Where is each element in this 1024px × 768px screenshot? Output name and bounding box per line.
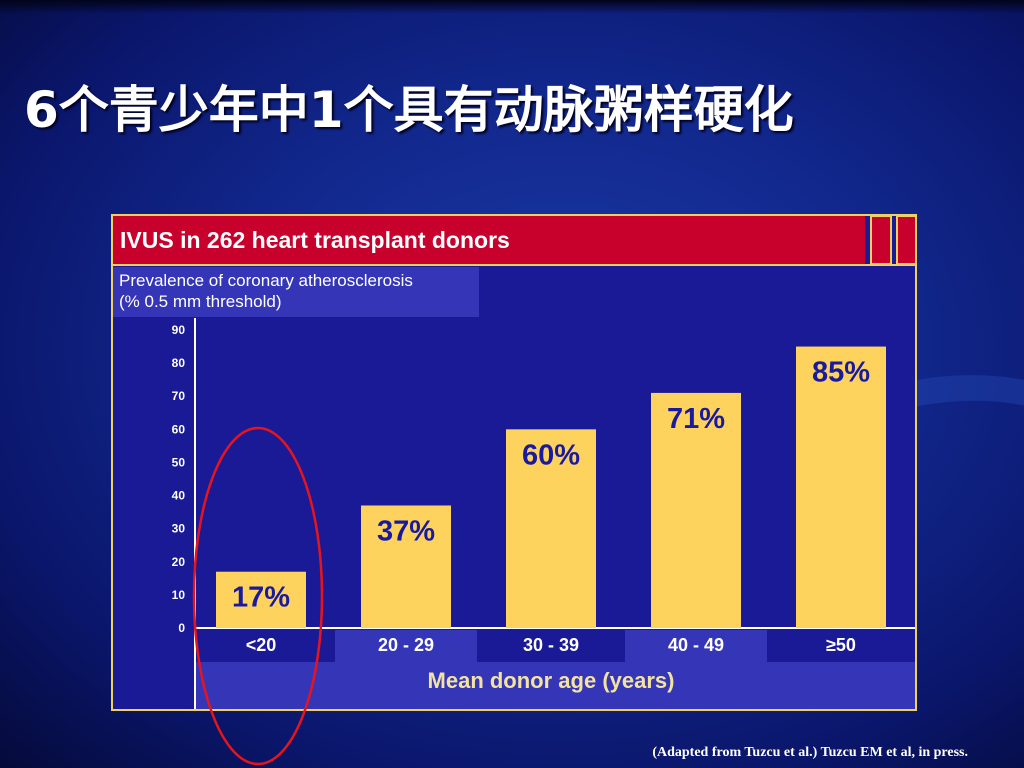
chart-frame: IVUS in 262 heart transplant donors Preva… <box>111 214 917 711</box>
source-caption: (Adapted from Tuzcu et al.) Tuzcu EM et … <box>652 745 968 760</box>
bar <box>651 392 741 628</box>
x-tick-label: 20 - 29 <box>378 635 434 655</box>
bar <box>796 346 886 628</box>
x-tick-label: 40 - 49 <box>668 635 724 655</box>
bar-chart: IVUS in 262 heart transplant donors Preva… <box>113 216 915 709</box>
y-tick-label: 80 <box>172 356 186 370</box>
x-tick-label: <20 <box>246 635 277 655</box>
y-tick-label: 90 <box>172 323 186 337</box>
bar-value-label: 17% <box>232 582 290 614</box>
y-axis-label: (% 0.5 mm threshold) <box>119 292 282 311</box>
y-tick-label: 50 <box>172 455 186 469</box>
y-tick-label: 0 <box>178 621 185 635</box>
x-tick-label: ≥50 <box>826 635 856 655</box>
bar-value-label: 71% <box>667 403 725 435</box>
y-tick-label: 10 <box>172 588 186 602</box>
chart-title: IVUS in 262 heart transplant donors <box>120 227 510 253</box>
banner-stripe <box>870 216 892 265</box>
y-axis-label: Prevalence of coronary atherosclerosis <box>119 271 413 290</box>
y-tick-label: 30 <box>172 522 186 536</box>
banner-stripe <box>896 216 915 265</box>
top-band <box>0 0 1024 14</box>
bar-value-label: 85% <box>812 357 870 389</box>
ylabel-box <box>113 267 479 317</box>
x-axis-label: Mean donor age (years) <box>428 668 675 693</box>
category-cell <box>625 630 767 662</box>
slide-title: 6个青少年中1个具有动脉粥样硬化 <box>24 81 794 139</box>
bar-value-label: 60% <box>522 439 580 471</box>
y-tick-label: 40 <box>172 489 186 503</box>
x-tick-label: 30 - 39 <box>523 635 579 655</box>
bar <box>361 505 451 628</box>
y-tick-label: 70 <box>172 389 186 403</box>
bar <box>506 429 596 628</box>
y-tick-label: 60 <box>172 422 186 436</box>
y-tick-label: 20 <box>172 555 186 569</box>
title-banner <box>113 216 865 264</box>
bar-value-label: 37% <box>377 515 435 547</box>
category-cell <box>335 630 477 662</box>
